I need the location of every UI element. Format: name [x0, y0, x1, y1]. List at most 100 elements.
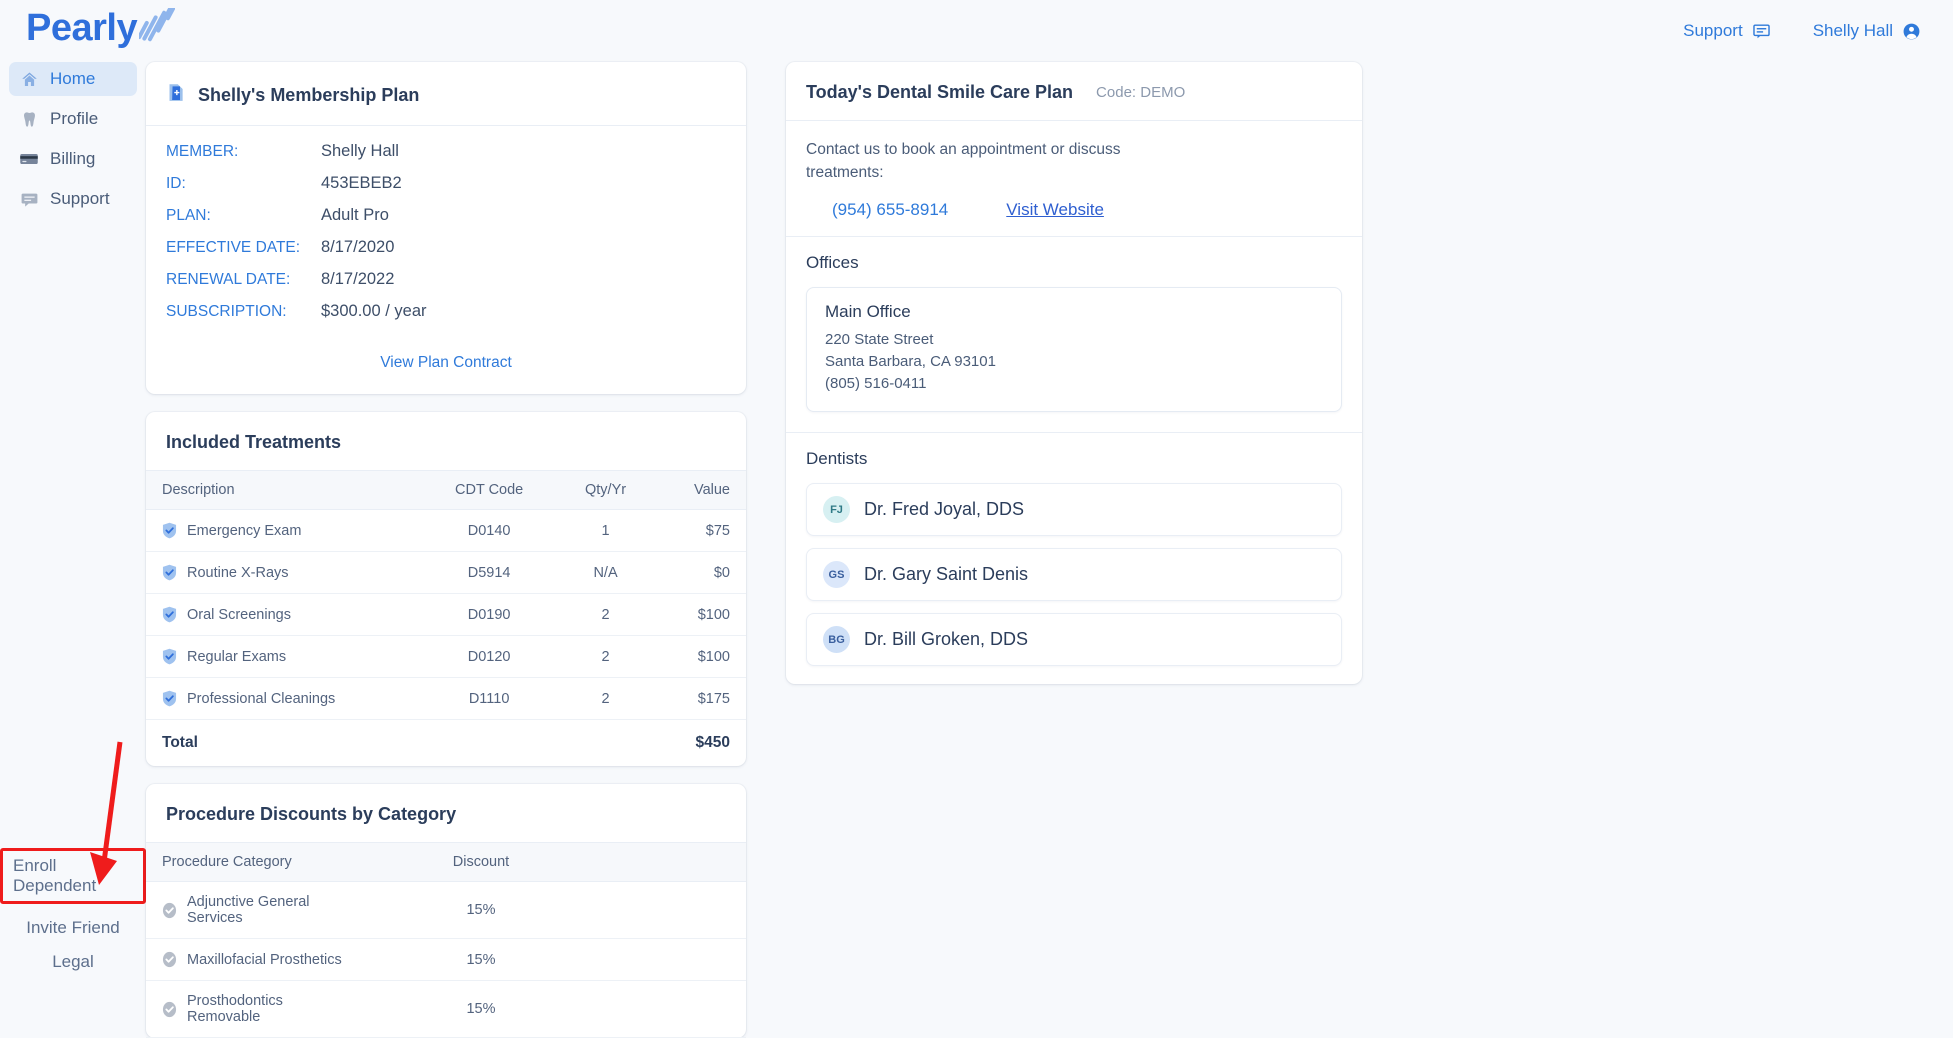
treatment-description: Emergency Exam: [187, 522, 302, 539]
treatment-qty: 2: [556, 635, 655, 678]
practice-website-link[interactable]: Visit Website: [1006, 200, 1104, 219]
included-treatments-card: Included Treatments Description CDT Code…: [146, 412, 746, 766]
procedure-discounts-table: Procedure Category Discount Adjunctive G…: [146, 843, 746, 1038]
membership-plan-header: Shelly's Membership Plan: [146, 62, 746, 126]
table-row: Maxillofacial Prosthetics 15%: [146, 938, 746, 981]
sidebar-item-home-label: Home: [50, 69, 96, 88]
practice-contact-links: (954) 655-8914 Visit Website: [806, 200, 1342, 220]
plan-field-plan: PLAN: Adult Pro: [166, 206, 726, 238]
practice-card: Today's Dental Smile Care Plan Code: DEM…: [786, 62, 1362, 684]
plan-field-renewal-date: RENEWAL DATE: 8/17/2022: [166, 270, 726, 302]
table-row: Oral Screenings D0190 2 $100: [146, 593, 746, 636]
column-header-description: Description: [146, 471, 422, 510]
topnav-user-menu[interactable]: Shelly Hall: [1813, 21, 1921, 41]
plan-field-value: 453EBEB2: [321, 174, 402, 192]
table-header-row: Procedure Category Discount: [146, 843, 746, 882]
dentist-card[interactable]: BG Dr. Bill Groken, DDS: [806, 613, 1342, 666]
avatar: BG: [823, 626, 850, 653]
membership-plan-card: Shelly's Membership Plan MEMBER: Shelly …: [146, 62, 746, 394]
check-shield-icon: [162, 606, 177, 623]
check-shield-grey-icon: [162, 902, 177, 919]
treatment-value: $100: [654, 635, 746, 678]
treatment-qty: N/A: [556, 551, 655, 594]
included-treatments-title: Included Treatments: [166, 432, 342, 452]
plan-field-value: $300.00 / year: [321, 302, 427, 320]
sidebar: Home Profile Billing Suppo: [0, 62, 146, 986]
included-treatments-table: Description CDT Code Qty/Yr Value Emerge…: [146, 471, 746, 766]
topnav-support[interactable]: Support: [1683, 21, 1771, 41]
table-row: Emergency Exam D0140 1 $75: [146, 509, 746, 552]
total-value: $450: [695, 734, 730, 751]
column-header-qty: Qty/Yr: [556, 471, 655, 510]
plan-field-label: SUBSCRIPTION:: [166, 303, 287, 320]
plan-field-effective-date: EFFECTIVE DATE: 8/17/2020: [166, 238, 726, 270]
plan-field-value: Shelly Hall: [321, 142, 399, 160]
dentist-card[interactable]: FJ Dr. Fred Joyal, DDS: [806, 483, 1342, 536]
sidebar-item-billing[interactable]: Billing: [9, 142, 137, 176]
practice-card-header: Today's Dental Smile Care Plan Code: DEM…: [786, 62, 1362, 121]
chat-icon: [1752, 22, 1771, 41]
topnav-user-label: Shelly Hall: [1812, 21, 1893, 40]
table-row: Prosthodontics Removable 15%: [146, 980, 746, 1038]
dentist-card[interactable]: GS Dr. Gary Saint Denis: [806, 548, 1342, 601]
column-header-value: Value: [654, 471, 746, 510]
practice-column: Today's Dental Smile Care Plan Code: DEM…: [786, 62, 1362, 684]
office-phone: (805) 516-0411: [825, 375, 927, 392]
chat-icon: [19, 189, 39, 209]
discount-value: 15%: [366, 881, 596, 939]
check-shield-icon: [162, 648, 177, 665]
brand-logo[interactable]: Pearly: [26, 6, 176, 50]
view-plan-contract-wrap: View Plan Contract: [166, 354, 726, 372]
discount-category: Prosthodontics Removable: [187, 993, 283, 1025]
enroll-dependent-link[interactable]: Enroll Dependent: [0, 848, 146, 904]
main-content: Shelly's Membership Plan MEMBER: Shelly …: [146, 62, 1953, 1038]
brand-name: Pearly: [26, 7, 138, 49]
practice-code: Code: DEMO: [1096, 84, 1186, 101]
plan-field-member: MEMBER: Shelly Hall: [166, 142, 726, 174]
discount-category: Adjunctive General Services: [187, 894, 310, 926]
membership-plan-title: Shelly's Membership Plan: [198, 84, 420, 105]
procedure-discounts-card: Procedure Discounts by Category Procedur…: [146, 784, 746, 1038]
treatment-cdt: D0140: [421, 509, 557, 552]
avatar: GS: [823, 561, 850, 588]
sidebar-item-profile[interactable]: Profile: [9, 102, 137, 136]
plan-field-id: ID: 453EBEB2: [166, 174, 726, 206]
check-shield-icon: [162, 522, 177, 539]
office-city-state-zip: Santa Barbara, CA 93101: [825, 353, 996, 370]
column-header-discount: Discount: [366, 843, 596, 882]
treatment-description: Oral Screenings: [187, 606, 291, 623]
practice-contact-section: Contact us to book an appointment or dis…: [786, 121, 1362, 236]
procedure-discounts-header: Procedure Discounts by Category: [146, 784, 746, 843]
offices-title: Offices: [806, 253, 859, 272]
account-circle-icon: [1902, 22, 1921, 41]
table-total-row: Total $450: [146, 720, 746, 767]
treatment-qty: 2: [556, 677, 655, 720]
table-row: Professional Cleanings D1110 2 $175: [146, 677, 746, 720]
check-shield-icon: [162, 690, 177, 707]
dentists-section: Dentists FJ Dr. Fred Joyal, DDS GS Dr. G…: [786, 432, 1362, 684]
included-treatments-header: Included Treatments: [146, 412, 746, 471]
treatment-cdt: D0190: [421, 593, 557, 636]
treatment-value: $175: [654, 677, 746, 720]
dentist-name: Dr. Gary Saint Denis: [864, 564, 1029, 584]
view-plan-contract-link[interactable]: View Plan Contract: [380, 354, 512, 371]
plan-document-icon: [166, 82, 187, 108]
offices-section: Offices Main Office 220 State Street San…: [786, 236, 1362, 418]
membership-plan-body: MEMBER: Shelly Hall ID: 453EBEB2 PLAN: A…: [146, 126, 746, 394]
check-shield-icon: [162, 564, 177, 581]
plan-field-label: EFFECTIVE DATE:: [166, 239, 301, 256]
treatment-description: Regular Exams: [187, 648, 287, 665]
sidebar-item-home[interactable]: Home: [9, 62, 137, 96]
office-card[interactable]: Main Office 220 State Street Santa Barba…: [806, 287, 1342, 412]
total-label: Total: [162, 734, 198, 751]
plan-field-label: MEMBER:: [166, 143, 239, 160]
invite-friend-link[interactable]: Invite Friend: [26, 918, 120, 937]
sidebar-item-support[interactable]: Support: [9, 182, 137, 216]
treatment-value: $75: [654, 509, 746, 552]
legal-link[interactable]: Legal: [52, 952, 94, 971]
tooth-icon: [19, 109, 39, 129]
plan-field-value: 8/17/2020: [321, 238, 395, 256]
practice-phone-link[interactable]: (954) 655-8914: [832, 200, 949, 219]
column-header-cdt-code: CDT Code: [421, 471, 557, 510]
treatment-qty: 2: [556, 593, 655, 636]
